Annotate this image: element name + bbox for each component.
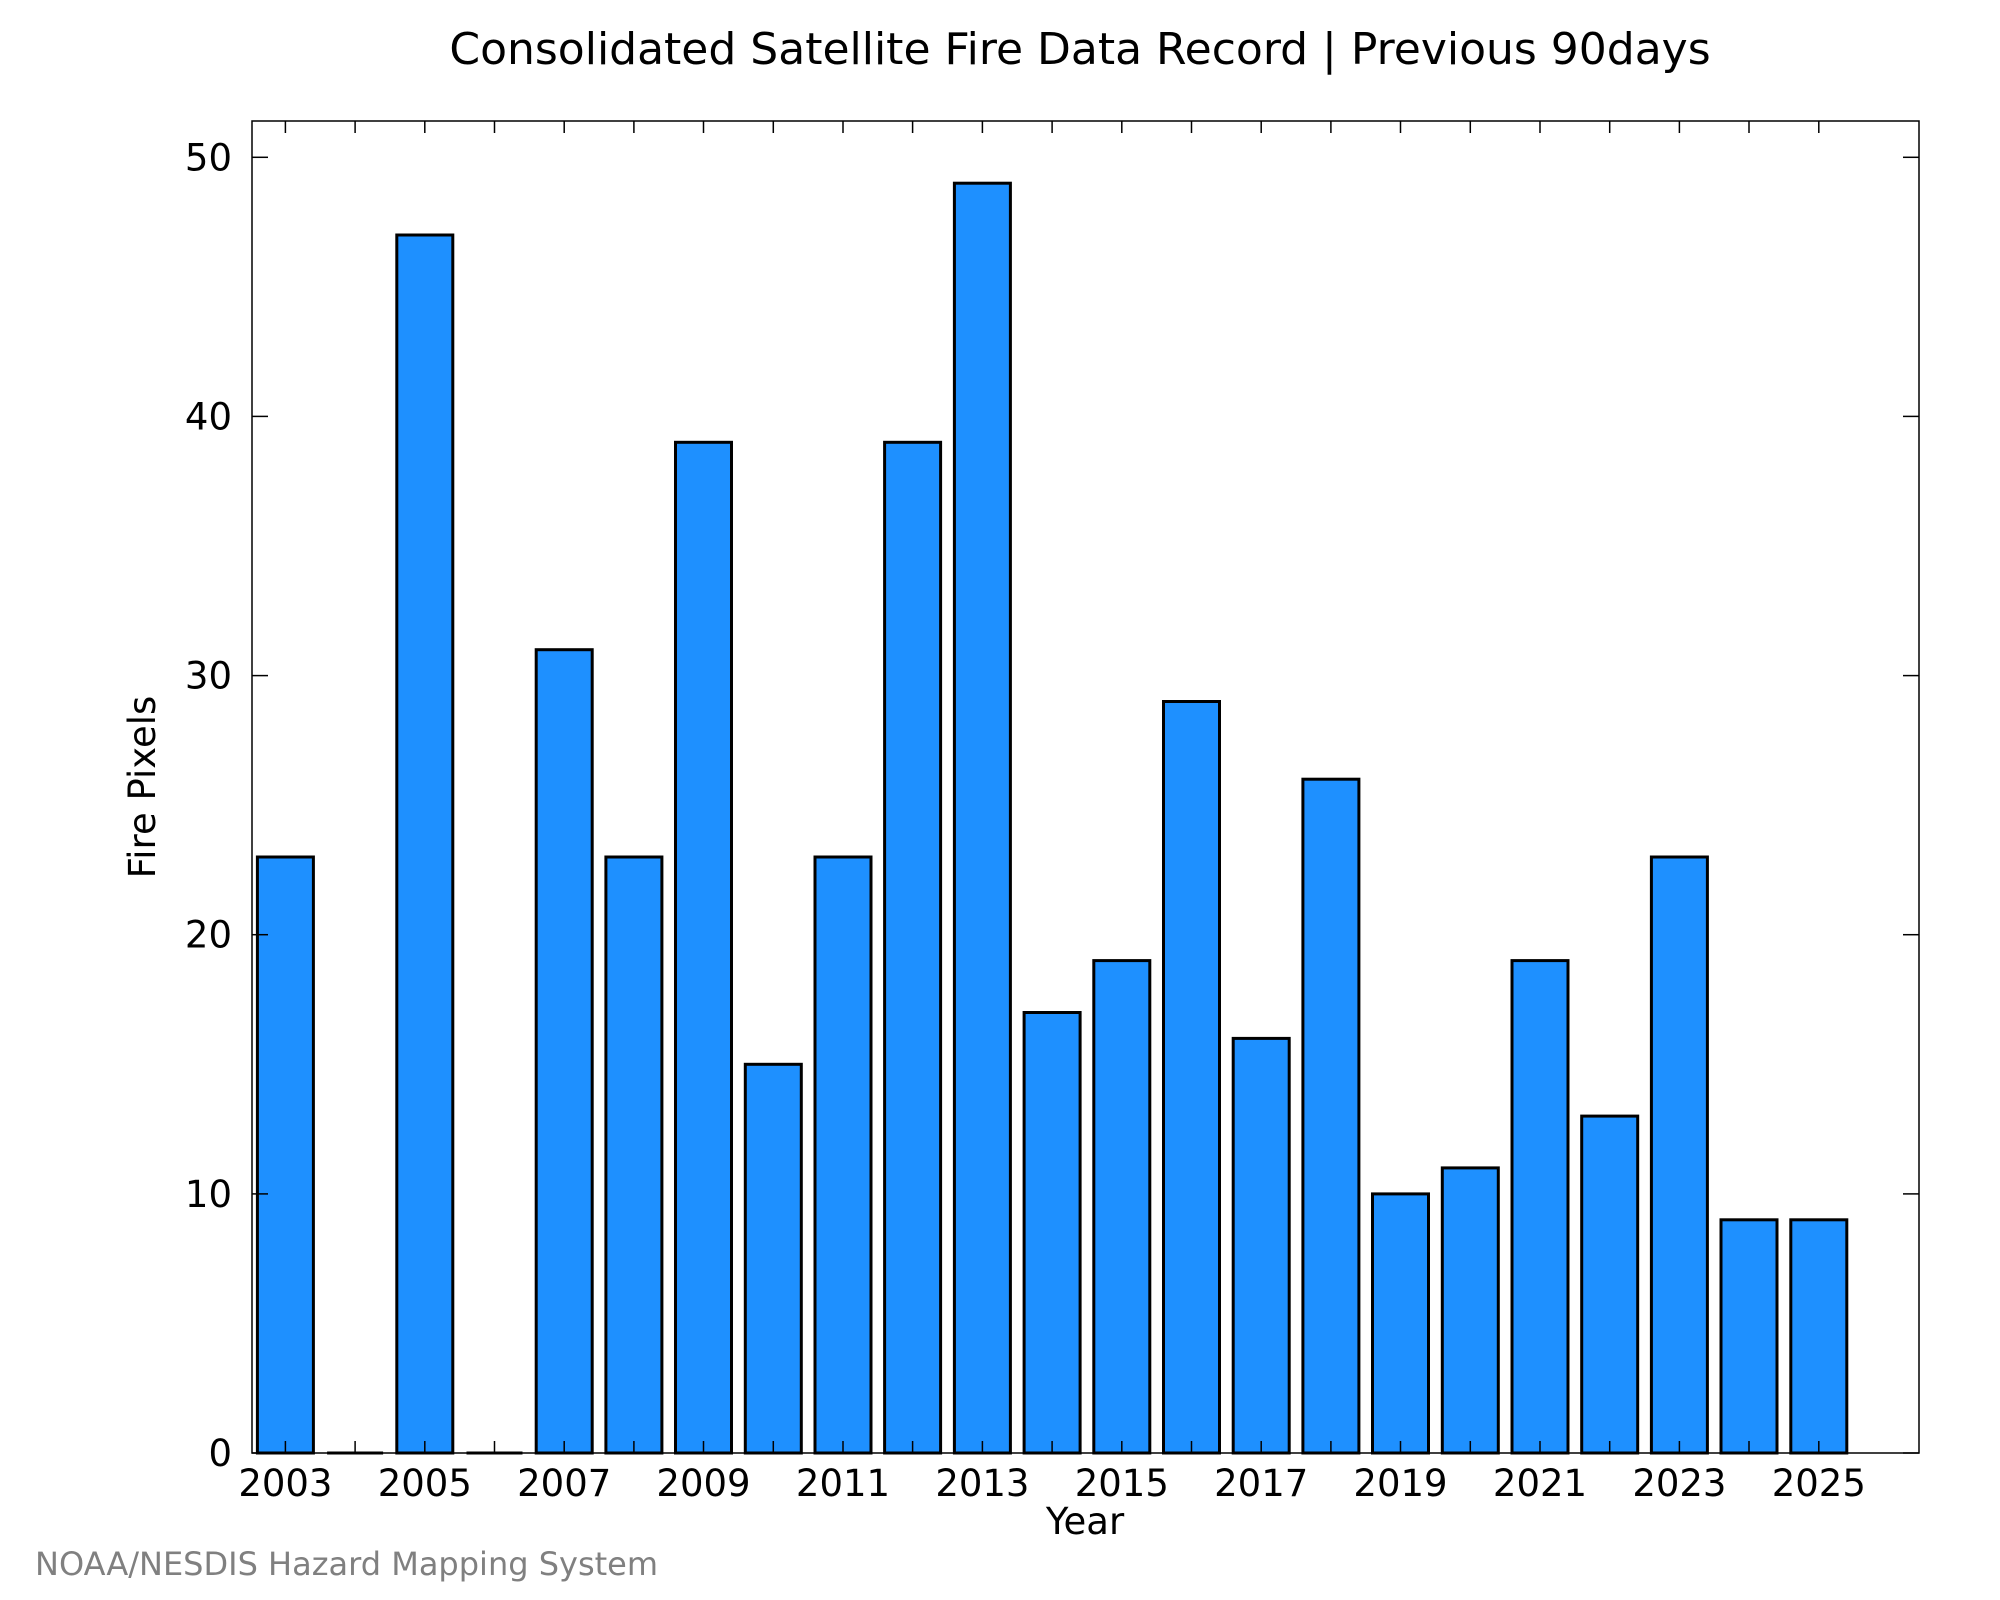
x-tick-label-2007: 2007 (517, 1462, 611, 1505)
source-credit: NOAA/NESDIS Hazard Mapping System (35, 1545, 658, 1583)
bar-2007 (534, 648, 594, 1455)
x-tick-label-2019: 2019 (1353, 1462, 1447, 1505)
bar-2016 (1162, 700, 1221, 1455)
y-tick-label-50: 50 (185, 136, 232, 179)
bar-2005 (395, 233, 455, 1455)
x-tick-label-2021: 2021 (1493, 1462, 1587, 1505)
bar-2014 (1022, 1011, 1082, 1455)
y-tick-label-0: 0 (208, 1432, 232, 1475)
bar-2012 (883, 440, 943, 1455)
bar-2013 (952, 181, 1012, 1455)
x-axis-ticks: 2003 2005 2007 2009 2011 2013 2015 2017 2019 2021… (238, 121, 1866, 1505)
bar-2021 (1510, 959, 1570, 1455)
bar-2023 (1649, 855, 1709, 1455)
plot-area-frame (251, 120, 1920, 1454)
chart-title: Consolidated Satellite Fire Data Record … (449, 24, 1710, 75)
y-axis-label: Fire Pixels (121, 696, 164, 879)
bar-2008 (604, 855, 664, 1455)
bar-2003 (255, 855, 315, 1455)
bar-2015 (1092, 959, 1152, 1455)
bar-2010 (743, 1062, 803, 1455)
x-axis-label: Year (1045, 1500, 1125, 1543)
bar-2019 (1371, 1192, 1430, 1455)
x-tick-label-2011: 2011 (796, 1462, 890, 1505)
y-tick-label-20: 20 (185, 914, 232, 957)
bar-2018 (1301, 777, 1361, 1455)
bar-2020 (1440, 1166, 1500, 1455)
x-tick-label-2005: 2005 (378, 1462, 472, 1505)
y-axis-ticks: 0 10 20 30 40 50 (185, 136, 1919, 1475)
y-tick-label-40: 40 (185, 395, 232, 438)
x-tick-label-2003: 2003 (238, 1462, 332, 1505)
x-tick-label-2025: 2025 (1772, 1462, 1866, 1505)
y-tick-label-30: 30 (185, 655, 232, 698)
y-tick-label-10: 10 (185, 1173, 232, 1216)
bar-2025 (1789, 1218, 1849, 1455)
x-tick-label-2015: 2015 (1075, 1462, 1169, 1505)
x-tick-label-2017: 2017 (1214, 1462, 1308, 1505)
x-tick-label-2023: 2023 (1632, 1462, 1726, 1505)
bar-2024 (1719, 1218, 1779, 1455)
bar-2022 (1580, 1114, 1640, 1455)
bar-2017 (1231, 1036, 1291, 1455)
bar-2009 (674, 440, 733, 1455)
bar-2011 (813, 855, 873, 1455)
x-tick-label-2013: 2013 (935, 1462, 1029, 1505)
bars-group (255, 181, 1849, 1455)
x-tick-label-2009: 2009 (656, 1462, 750, 1505)
